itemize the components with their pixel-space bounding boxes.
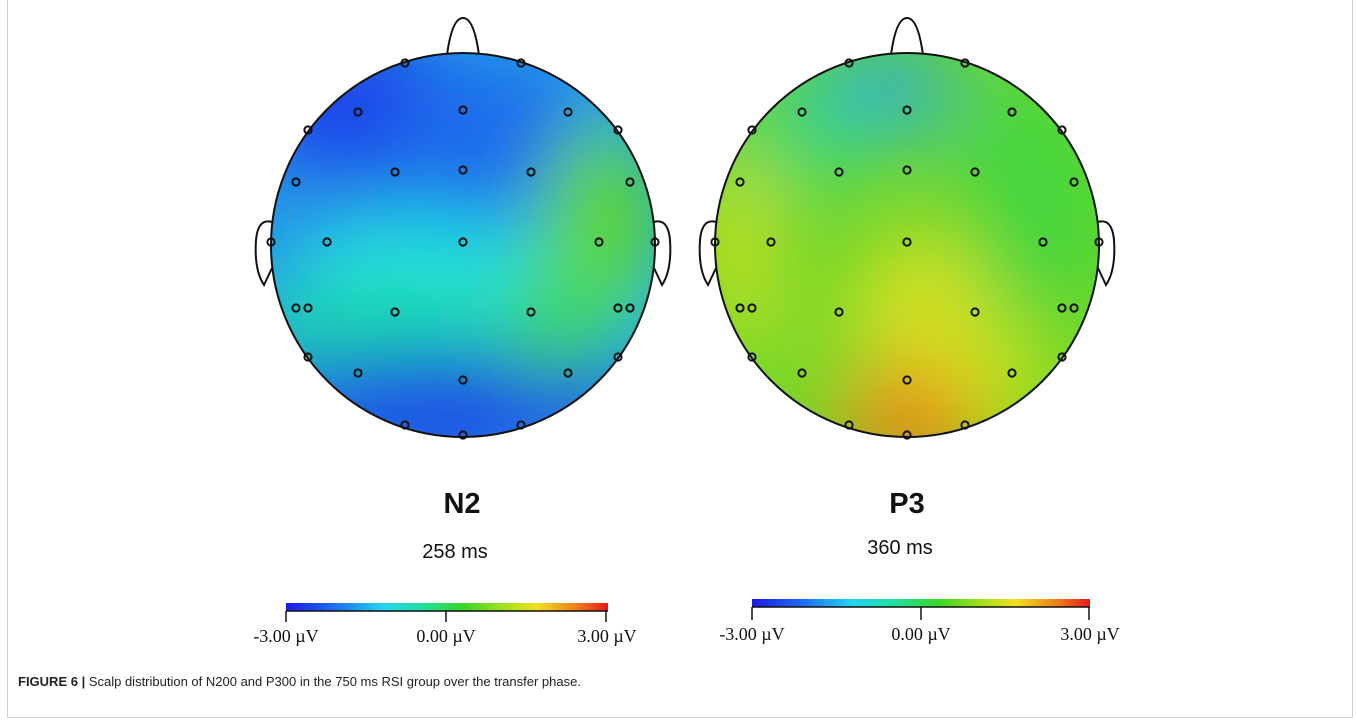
electrode-marker — [303, 303, 313, 313]
electrode-marker — [291, 303, 301, 313]
caption-text: Scalp distribution of N200 and P300 in t… — [85, 674, 581, 689]
electrode-marker — [613, 303, 623, 313]
caption-label: FIGURE 6 | — [18, 674, 86, 689]
electrode-marker — [1038, 237, 1048, 247]
electrode-marker — [902, 430, 912, 440]
electrode-marker — [710, 237, 720, 247]
right-ear-shape — [1097, 220, 1116, 288]
figure-caption: FIGURE 6 | Scalp distribution of N200 an… — [18, 674, 581, 689]
electrode-marker — [735, 303, 745, 313]
colorbar-mid-label: 0.00 µV — [891, 624, 951, 644]
electrode-marker — [563, 368, 573, 378]
electrode-marker — [458, 375, 468, 385]
electrode-marker — [902, 375, 912, 385]
electrode-marker — [1057, 125, 1067, 135]
electrode-marker — [458, 165, 468, 175]
electrode-marker — [970, 167, 980, 177]
electrode-marker — [844, 420, 854, 430]
colorbar-min-label: -3.00 µV — [719, 624, 785, 644]
colorbar-min-label: -3.00 µV — [253, 626, 319, 646]
electrode-marker — [747, 125, 757, 135]
electrode-marker — [797, 368, 807, 378]
electrode-marker — [563, 107, 573, 117]
electrode-marker — [400, 58, 410, 68]
electrode-marker — [1007, 107, 1017, 117]
colorbar-n2 — [285, 603, 608, 622]
electrode-marker — [516, 58, 526, 68]
electrode-marker — [1057, 352, 1067, 362]
topomap-n2 — [254, 16, 672, 438]
electrode-marker — [902, 105, 912, 115]
electrode-marker — [516, 420, 526, 430]
electrode-marker — [390, 167, 400, 177]
electrode-marker — [594, 237, 604, 247]
electrode-marker — [960, 420, 970, 430]
electrode-markers — [266, 58, 1104, 440]
electrode-marker — [735, 177, 745, 187]
electrode-marker — [458, 430, 468, 440]
electrode-marker — [834, 307, 844, 317]
map-title-p3: P3 — [889, 488, 925, 520]
electrode-marker — [291, 177, 301, 187]
colorbar-max-label: 3.00 µV — [577, 626, 637, 646]
electrode-marker — [650, 237, 660, 247]
electrode-marker — [747, 352, 757, 362]
electrode-marker — [303, 125, 313, 135]
map-title-n2: N2 — [443, 488, 481, 520]
figure-frame — [7, 0, 1353, 718]
electrode-marker — [902, 237, 912, 247]
electrode-marker — [902, 165, 912, 175]
electrode-marker — [458, 237, 468, 247]
electrode-marker — [390, 307, 400, 317]
electrode-marker — [970, 307, 980, 317]
electrode-marker — [766, 237, 776, 247]
electrode-marker — [747, 303, 757, 313]
colorbar-max-label: 3.00 µV — [1060, 624, 1120, 644]
electrode-marker — [960, 58, 970, 68]
electrode-marker — [1069, 177, 1079, 187]
electrode-marker — [400, 420, 410, 430]
electrode-marker — [613, 125, 623, 135]
left-ear-shape — [254, 220, 273, 288]
nose-shape — [890, 16, 924, 56]
electrode-marker — [458, 105, 468, 115]
nose-shape — [446, 16, 480, 56]
electrode-marker — [1007, 368, 1017, 378]
electrode-marker — [625, 177, 635, 187]
electrode-marker — [625, 303, 635, 313]
electrode-marker — [1094, 237, 1104, 247]
electrode-marker — [322, 237, 332, 247]
colorbar-gradient — [286, 603, 608, 611]
electrode-marker — [834, 167, 844, 177]
electrode-marker — [613, 352, 623, 362]
colorbar-gradient — [752, 599, 1090, 607]
right-ear-shape — [653, 220, 672, 288]
electrode-marker — [353, 107, 363, 117]
electrode-marker — [526, 167, 536, 177]
map-latency-n2: 258 ms — [422, 541, 488, 563]
electrode-marker — [1057, 303, 1067, 313]
electrode-marker — [266, 237, 276, 247]
colorbar-mid-label: 0.00 µV — [416, 626, 476, 646]
map-latency-p3: 360 ms — [867, 537, 933, 559]
electrode-marker — [844, 58, 854, 68]
electrode-marker — [526, 307, 536, 317]
electrode-marker — [797, 107, 807, 117]
colorbar-p3 — [751, 599, 1090, 620]
electrode-marker — [303, 352, 313, 362]
electrode-marker — [1069, 303, 1079, 313]
left-ear-shape — [698, 220, 717, 288]
electrode-marker — [353, 368, 363, 378]
